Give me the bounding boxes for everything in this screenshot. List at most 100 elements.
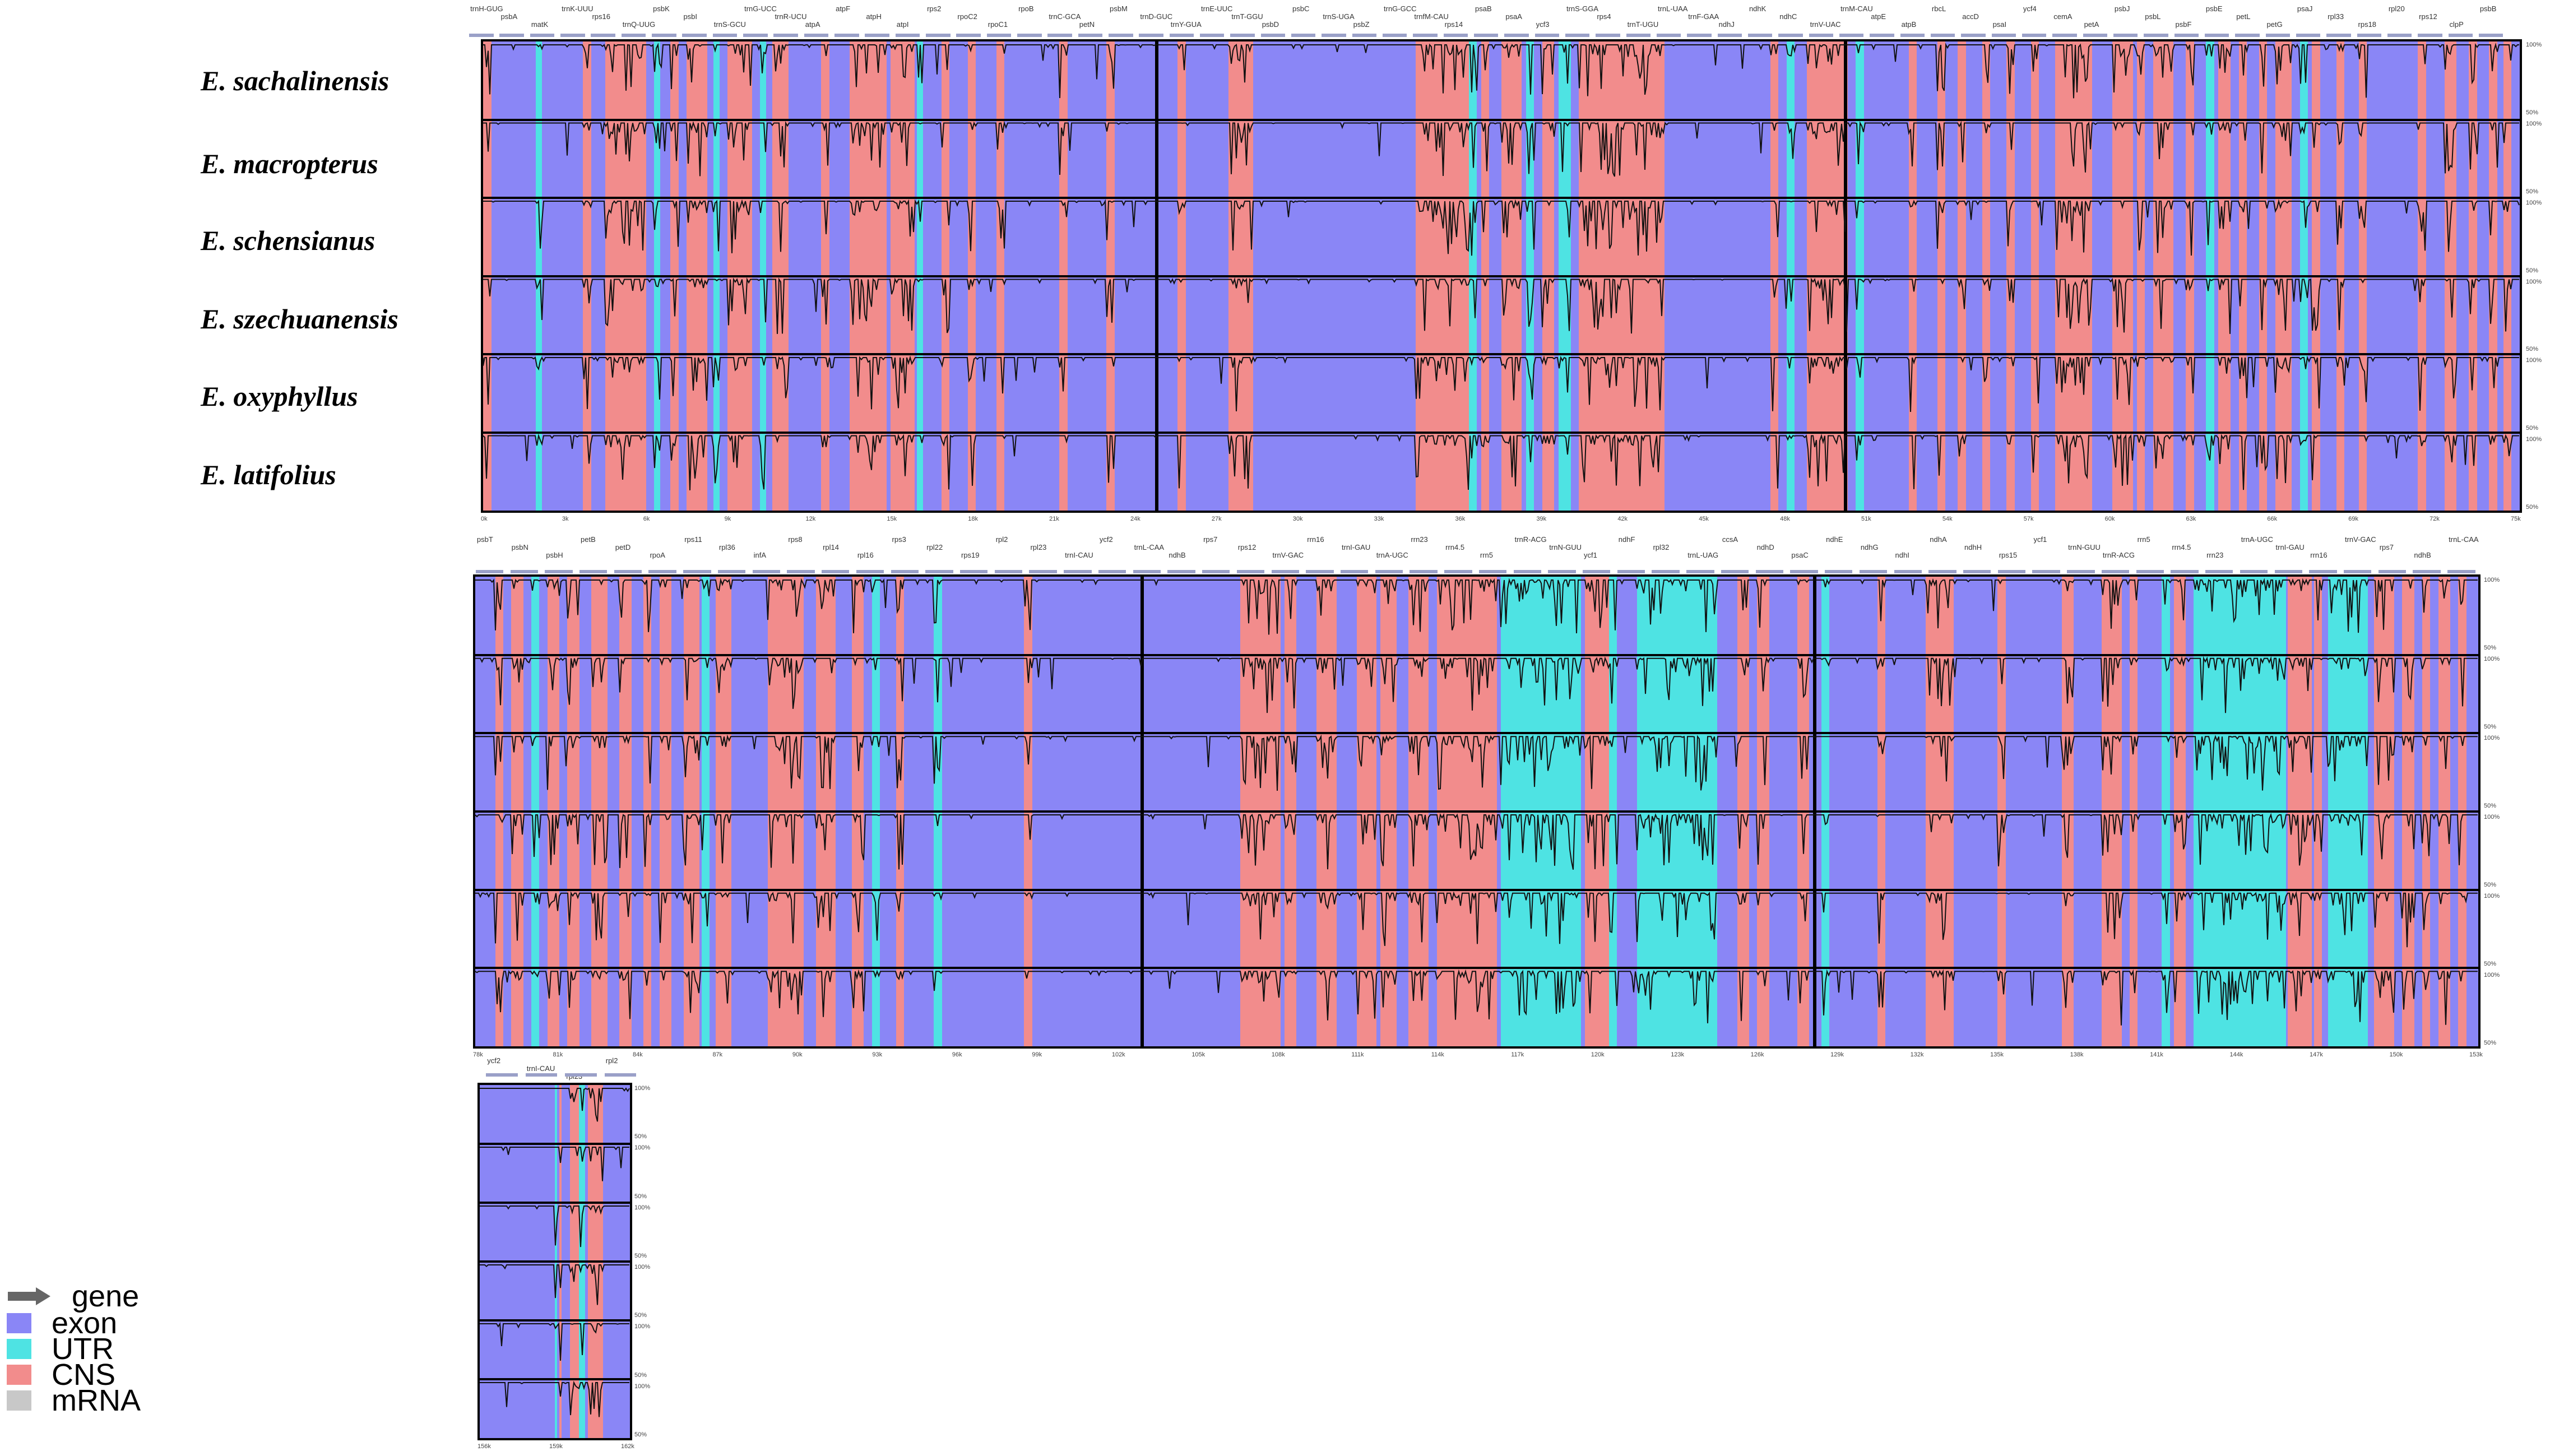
gene-arrow — [604, 1073, 637, 1077]
gene-arrow — [865, 34, 889, 37]
gene-label: trnG-UCC — [744, 4, 777, 13]
gene-label: rpl22 — [926, 543, 943, 551]
gene-label: rrn5 — [2137, 535, 2150, 544]
gene-arrow — [1583, 570, 1611, 573]
percent-label: 50% — [2526, 267, 2539, 274]
gene-label: rpl32 — [1653, 543, 1670, 551]
x-axis-panel-3: 156k 159k 162k — [477, 1443, 634, 1454]
identity-trace — [483, 199, 2520, 256]
percent-label: 100% — [634, 1204, 651, 1211]
legend-cns: CNS — [7, 1360, 115, 1390]
gene-arrow — [2136, 570, 2164, 573]
axis-tick-label: 15k — [887, 516, 897, 522]
percent-label: 50% — [2526, 109, 2539, 116]
gene-label: ccsA — [1722, 535, 1738, 544]
percent-labels-panel-1: 100% 50% 100% 50% 100% 50% 100% 50% 100% 50% 100% 5… — [2525, 39, 2550, 513]
gene-label: rpl14 — [823, 543, 840, 551]
gene-label: rps18 — [2358, 20, 2377, 29]
gene-arrow — [1098, 570, 1126, 573]
gene-label: rps12 — [2419, 12, 2437, 21]
percent-label: 50% — [2484, 882, 2497, 888]
row-divider — [483, 118, 2520, 121]
identity-trace — [475, 578, 2478, 635]
row-divider — [475, 967, 2478, 970]
legend-gene: gene — [7, 1281, 139, 1311]
gene-arrow — [986, 34, 1012, 37]
identity-traces — [480, 1087, 630, 1417]
gene-arrow — [1443, 34, 1468, 37]
species-label: E. macropterus — [201, 148, 378, 179]
axis-tick-label: 48k — [1780, 516, 1790, 522]
gene-label: ndhF — [1618, 535, 1635, 544]
gene-arrow — [621, 34, 646, 37]
gene-label: rpoB — [1018, 4, 1034, 13]
gene-arrow — [1340, 570, 1369, 573]
gene-arrow — [787, 570, 815, 573]
gene-annotation-panel-2: psbT psbN psbH petB petD rpoA rps11 rpl36 infA rp… — [470, 535, 2479, 576]
gene-label: psbJ — [2114, 4, 2130, 13]
gene-arrow — [956, 34, 981, 37]
gene-label: rps16 — [592, 12, 610, 21]
gene-arrow — [1747, 34, 1773, 37]
gene-arrow — [2326, 34, 2351, 37]
gene-arrow — [1870, 34, 1894, 37]
gene-label: petD — [615, 543, 631, 551]
gene-arrow — [579, 570, 608, 573]
gene-arrow — [682, 34, 707, 37]
gene-label: petB — [581, 535, 596, 544]
gene-label: rpoC1 — [987, 20, 1008, 29]
axis-tick-label: 30k — [1292, 516, 1303, 522]
gene-label: atpF — [836, 4, 851, 13]
percent-label: 100% — [2526, 436, 2542, 443]
gene-arrow — [2357, 34, 2381, 37]
axis-tick-label: 81k — [553, 1051, 563, 1058]
gene-arrow — [2309, 570, 2337, 573]
gene-label: cemA — [2053, 12, 2073, 21]
legend-utr: UTR — [7, 1332, 114, 1366]
gene-arrow — [2274, 570, 2302, 573]
gene-label: trnL-UAA — [1657, 4, 1688, 13]
axis-tick-label: 114k — [1431, 1051, 1444, 1058]
identity-trace — [480, 1321, 629, 1361]
gene-arrow — [1375, 570, 1403, 573]
gene-arrow — [2387, 34, 2412, 37]
gene-label: psbH — [546, 551, 563, 559]
identity-trace — [483, 43, 2519, 99]
gene-arrow — [2296, 34, 2321, 37]
gene-arrow — [1352, 34, 1377, 37]
legend-label: UTR — [52, 1332, 114, 1366]
gene-arrow — [1306, 570, 1334, 573]
gene-arrow — [1478, 570, 1507, 573]
gene-arrow — [475, 570, 504, 573]
gene-arrow — [591, 34, 615, 37]
gene-arrow — [2265, 34, 2290, 37]
gene-arrow — [1200, 34, 1225, 37]
percent-label: 50% — [2484, 1040, 2497, 1046]
axis-tick-label: 111k — [1351, 1051, 1364, 1058]
percent-label: 50% — [2526, 425, 2539, 432]
gene-label: ndhH — [1964, 543, 1982, 551]
axis-tick-label: 138k — [2070, 1051, 2084, 1058]
gene-arrow — [1656, 34, 1681, 37]
gene-label: rpl23 — [1030, 543, 1047, 551]
gene-label: rps2 — [927, 4, 942, 13]
gene-label: trnS-GCU — [713, 20, 746, 29]
gene-label: ndhK — [1749, 4, 1767, 13]
gene-label: rpl2 — [605, 1056, 618, 1065]
alignment-panel-1 — [481, 39, 2522, 513]
gene-label: trnT-GGU — [1231, 12, 1263, 21]
gene-label: psbD — [1262, 20, 1279, 29]
gene-arrow — [1626, 34, 1651, 37]
axis-tick-label: 87k — [712, 1051, 723, 1058]
gene-arrow — [1513, 570, 1541, 573]
axis-tick-label: 42k — [1617, 516, 1628, 522]
percent-labels-panel-2: 100% 50% 100% 50% 100% 50% 100% 50% 100% 50% 100% 5… — [2483, 574, 2516, 1049]
percent-label: 50% — [2484, 724, 2497, 730]
gene-label: rpoA — [650, 551, 665, 559]
gene-arrow — [1755, 570, 1784, 573]
x-axis-panel-1: 0k 3k 6k 9k 12k 15k 18k 21k 24k 27k 30k 33k 36k 39k 42… — [481, 516, 2522, 527]
gene-label: rps7 — [2379, 543, 2394, 551]
species-label: E. oxyphyllus — [201, 381, 358, 412]
gene-label: trnI-CAU — [526, 1064, 555, 1073]
gene-label: trnF-GAA — [1688, 12, 1719, 21]
